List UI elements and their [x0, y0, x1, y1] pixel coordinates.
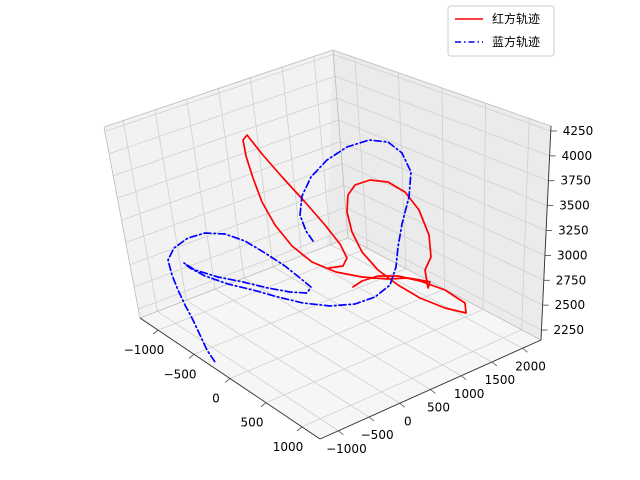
y-tick-mark [430, 389, 436, 394]
x-grid-wall [441, 87, 445, 290]
x-tick-label: −500 [164, 367, 197, 381]
y-tick-mark [399, 402, 406, 408]
z-tick-label: 3000 [557, 248, 588, 262]
legend-label-red: 红方轨迹 [492, 11, 540, 26]
y-grid-wall [154, 109, 187, 301]
x-tick-mark [188, 353, 195, 359]
y-grid-floor [214, 288, 401, 404]
x-tick-label: 500 [241, 416, 264, 430]
y-tick-mark [338, 430, 344, 436]
x-tick-label: 1000 [273, 440, 304, 454]
y-grid-wall [281, 67, 303, 256]
y-grid-floor [186, 299, 370, 418]
x-tick-label: −1000 [124, 343, 165, 357]
series-blue-trajectory [167, 139, 412, 363]
z-tick-label: 2250 [553, 323, 584, 337]
box-edge [103, 126, 141, 319]
x-tick-mark [260, 402, 267, 408]
y-tick-mark [491, 361, 498, 367]
z-tick-label: 3500 [559, 199, 590, 213]
x-grid-wall [482, 103, 486, 310]
box-edge [332, 49, 349, 239]
y-grid-floor [301, 255, 493, 363]
box-edge [332, 49, 552, 127]
axis-line [540, 125, 552, 341]
x-tick-mark [224, 378, 231, 383]
legend: 红方轨迹 蓝方轨迹 [447, 5, 555, 57]
y-tick-label: −500 [361, 428, 394, 442]
x-grid-wall [398, 72, 407, 269]
y-grid-floor [272, 266, 462, 377]
y-tick-label: 1000 [454, 387, 485, 401]
y-tick-mark [460, 375, 467, 381]
y-tick-mark [368, 416, 375, 422]
legend-label-blue: 蓝方轨迹 [492, 34, 540, 49]
z-tick-label: 2750 [556, 273, 587, 287]
y-tick-label: 500 [427, 401, 450, 415]
y-grid-wall [313, 56, 332, 245]
y-grid-floor [157, 310, 339, 432]
tick-labels: 2250 2500 2750 3000 3250 3500 3750 4000 4250 −100… [124, 124, 594, 456]
y-tick-mark [522, 347, 528, 353]
x-tick-label: 0 [212, 392, 220, 406]
y-grid-wall [122, 120, 158, 312]
box-edge [139, 237, 349, 319]
y-grid-wall [249, 77, 274, 267]
y-grid-wall [186, 99, 216, 290]
z-tick-label: 4250 [563, 124, 594, 138]
z-tick-label: 2500 [555, 298, 586, 312]
y-tick-label: 1500 [485, 373, 516, 387]
x-grid-wall [521, 118, 530, 330]
z-tick-label: 3250 [558, 224, 589, 238]
x-tick-mark [152, 329, 159, 335]
x-grid-wall [354, 57, 368, 249]
z-tick-label: 3750 [560, 174, 591, 188]
y-grid-wall [218, 88, 245, 279]
series-group [167, 134, 467, 363]
y-tick-label: 0 [404, 414, 412, 428]
y-tick-label: 2000 [515, 359, 546, 373]
y-tick-label: −1000 [326, 442, 367, 456]
series-red-trajectory [242, 134, 467, 314]
y-grid-floor [330, 244, 523, 349]
x-tick-mark [296, 426, 303, 432]
z-tick-label: 4000 [562, 149, 593, 163]
box-edge [103, 49, 334, 128]
